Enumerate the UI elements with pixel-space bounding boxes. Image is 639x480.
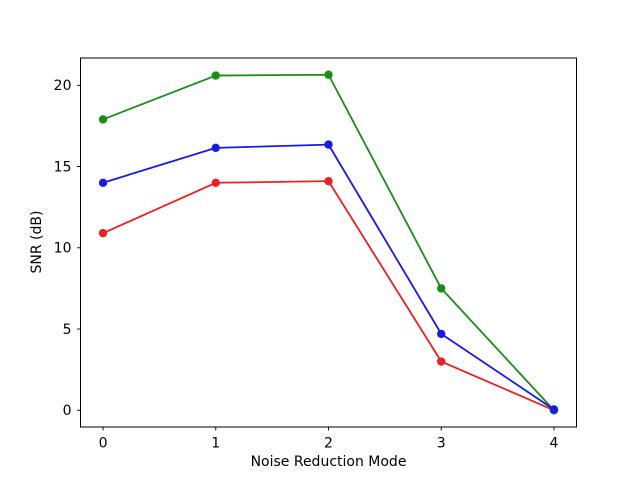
blue-line-marker xyxy=(324,140,333,149)
x-tick-label: 4 xyxy=(549,436,558,452)
plot-area xyxy=(80,57,577,428)
y-tick-label: 0 xyxy=(63,403,72,419)
red-line xyxy=(102,180,555,412)
x-tick-label: 2 xyxy=(324,436,333,452)
x-tick-label: 0 xyxy=(99,436,108,452)
blue-line-marker xyxy=(549,405,559,414)
green-line xyxy=(102,73,555,412)
green-line-marker xyxy=(211,71,220,80)
x-tick-label: 1 xyxy=(211,436,220,452)
x-tick-label: 3 xyxy=(437,436,446,452)
blue-line-marker xyxy=(437,329,446,339)
y-tick-label: 15 xyxy=(54,159,72,175)
green-line-marker xyxy=(437,284,446,293)
blue-line-marker xyxy=(98,178,108,187)
red-line-marker xyxy=(211,178,220,187)
y-tick-label: 5 xyxy=(63,322,72,338)
y-axis-label: SNR (dB) xyxy=(29,210,45,274)
red-line-marker xyxy=(437,357,446,366)
blue-line-marker xyxy=(211,143,220,153)
x-axis-label: Noise Reduction Mode xyxy=(250,454,407,470)
red-line-marker xyxy=(324,176,333,186)
green-line-marker xyxy=(98,115,108,124)
y-tick-label: 20 xyxy=(54,78,72,94)
red-line-marker xyxy=(98,228,108,238)
y-tick-label: 10 xyxy=(54,241,72,257)
green-line-marker xyxy=(324,70,333,79)
